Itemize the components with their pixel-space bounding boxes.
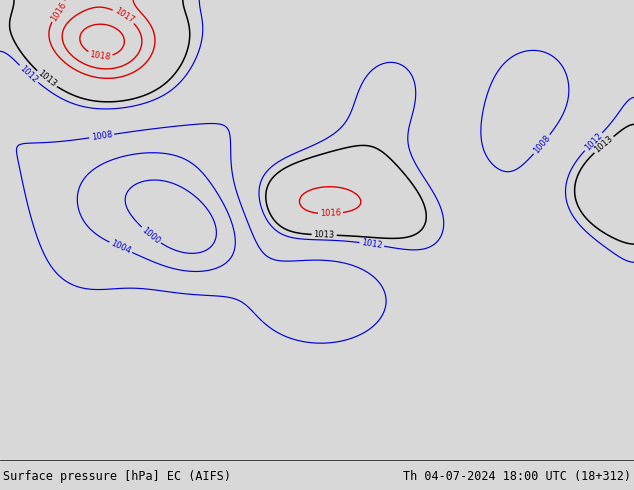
Text: 1016: 1016: [49, 0, 68, 23]
Text: Surface pressure [hPa] EC (AIFS): Surface pressure [hPa] EC (AIFS): [3, 470, 231, 483]
Text: 1012: 1012: [583, 131, 604, 152]
Text: 1012: 1012: [18, 64, 39, 84]
Text: 1018: 1018: [89, 50, 111, 62]
Text: Th 04-07-2024 18:00 UTC (18+312): Th 04-07-2024 18:00 UTC (18+312): [403, 470, 631, 483]
Text: 1013: 1013: [36, 69, 58, 89]
Text: 1013: 1013: [593, 134, 615, 155]
Text: 1013: 1013: [313, 230, 335, 240]
Text: 1000: 1000: [140, 225, 162, 245]
Text: 1016: 1016: [320, 209, 341, 219]
Text: 1017: 1017: [113, 6, 135, 25]
Text: 1012: 1012: [361, 238, 383, 250]
Text: 1008: 1008: [91, 130, 113, 142]
Text: 1004: 1004: [109, 239, 132, 256]
Text: 1008: 1008: [531, 133, 552, 155]
